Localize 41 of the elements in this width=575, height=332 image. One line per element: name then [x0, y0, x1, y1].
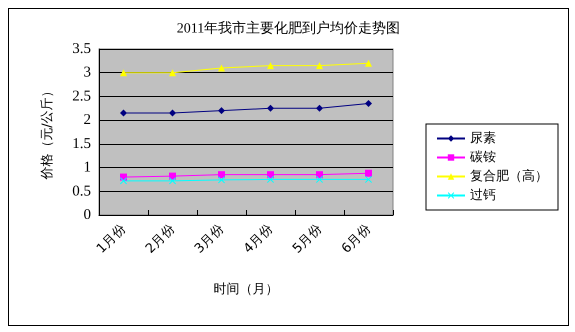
- point: [218, 176, 225, 184]
- point: [365, 100, 372, 108]
- point: [267, 104, 274, 112]
- x-tick-label: 5月份: [290, 222, 325, 257]
- legend-label: 碳铵: [469, 150, 496, 165]
- x-tick-label: 3月份: [192, 222, 227, 257]
- x-tick-label: 2月份: [142, 222, 178, 257]
- x-tick-label: 4月份: [240, 222, 276, 257]
- y-tick-label: 2.5: [72, 88, 91, 104]
- legend-label: 尿素: [470, 131, 496, 146]
- x-tick-label: 6月份: [338, 222, 374, 257]
- y-tick-label: 1: [84, 160, 91, 176]
- point: [218, 64, 225, 72]
- chart-title: 2011年我市主要化肥到户均价走势图: [176, 20, 400, 36]
- y-axis-title: 价格（元/公斤）: [40, 84, 55, 181]
- y-tick-label: 2: [84, 112, 91, 128]
- x-axis-title: 时间（月）: [214, 282, 278, 297]
- y-tick-label: 3: [84, 64, 91, 81]
- point: [316, 104, 323, 112]
- point: [316, 176, 323, 183]
- point: [120, 177, 127, 184]
- point: [218, 171, 225, 178]
- point: [120, 110, 127, 117]
- point: [120, 69, 127, 76]
- y-tick-label: 3.5: [72, 41, 91, 57]
- point: [267, 176, 274, 183]
- y-tick-label: 1.5: [72, 136, 91, 152]
- point: [365, 176, 372, 183]
- point: [169, 110, 176, 117]
- point: [218, 107, 225, 114]
- point: [267, 62, 274, 70]
- x-tick-label: 1月份: [94, 222, 129, 257]
- legend-label: 过钙: [470, 188, 496, 203]
- point: [169, 177, 176, 184]
- y-tick-label: 0.5: [72, 183, 91, 200]
- y-tick-label: 0: [84, 207, 91, 223]
- point: [365, 170, 372, 177]
- point: [316, 62, 323, 70]
- point: [169, 69, 176, 76]
- point: [365, 60, 372, 67]
- legend-label: 复合肥（高）: [470, 168, 548, 184]
